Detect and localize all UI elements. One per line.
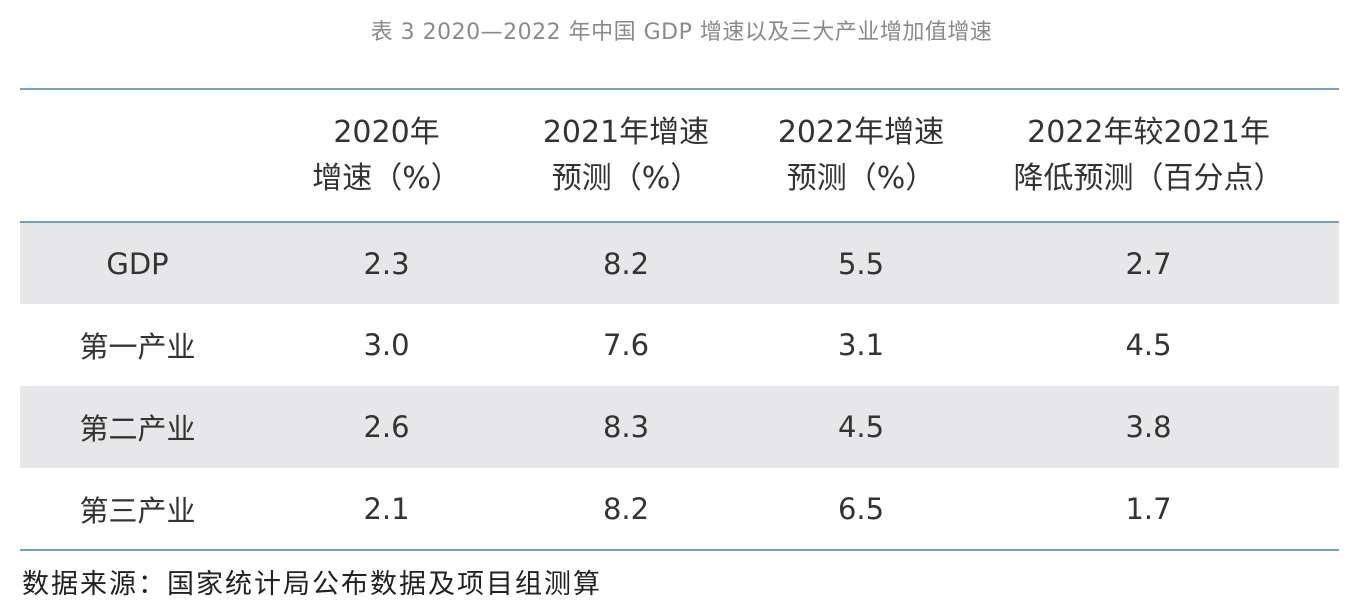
header-line: 2020年 (333, 114, 440, 150)
row-label: 第二产业 (79, 412, 196, 446)
table-body: GDP 2.3 8.2 5.5 2.7 第一产业 3.0 7.6 3.1 4.5… (20, 222, 1339, 550)
table-cell: 8.2 (602, 491, 650, 526)
header-line: 预测（%） (551, 160, 701, 196)
table-cell: 4.5 (837, 410, 885, 444)
table-row-tertiary-industry: 第三产业 2.1 8.2 6.5 1.7 (20, 468, 1339, 550)
header-line: 降低预测（百分点） (1013, 160, 1284, 196)
table-cell: 3.8 (1125, 410, 1172, 444)
header-row: 2020年 增速（%） 2021年增速 预测（%） 2022年增速 预测（%） … (20, 89, 1339, 222)
table-cell: 1.7 (1125, 491, 1172, 526)
table-caption: 表 3 2020—2022 年中国 GDP 增速以及三大产业增加值增速 (370, 20, 993, 45)
header-line: 2021年增速 (542, 114, 710, 150)
table-cell: 2.1 (363, 491, 410, 526)
table-header: 2020年 增速（%） 2021年增速 预测（%） 2022年增速 预测（%） … (20, 89, 1339, 222)
table-row-gdp: GDP 2.3 8.2 5.5 2.7 (20, 222, 1339, 304)
row-label: 第三产业 (79, 493, 196, 528)
table-row-secondary-industry: 第二产业 2.6 8.3 4.5 3.8 (20, 386, 1339, 468)
header-cell-2022-forecast: 2022年增速 预测（%） (724, 89, 958, 222)
gdp-growth-table: 2020年 增速（%） 2021年增速 预测（%） 2022年增速 预测（%） … (20, 88, 1339, 551)
row-label: 第一产业 (79, 330, 196, 364)
table-cell: 5.5 (837, 246, 885, 281)
header-cell-empty (20, 89, 255, 222)
table-cell: 3.0 (363, 328, 410, 362)
data-table-container: 2020年 增速（%） 2021年增速 预测（%） 2022年增速 预测（%） … (20, 88, 1339, 551)
table-cell: 6.5 (837, 491, 885, 526)
table-cell: 3.1 (837, 328, 885, 362)
data-source-note: 数据来源：国家统计局公布数据及项目组测算 (22, 569, 602, 600)
header-cell-2020-growth: 2020年 增速（%） (255, 89, 488, 222)
header-line: 预测（%） (786, 160, 936, 196)
table-cell: 8.2 (602, 246, 650, 281)
header-line: 2022年增速 (777, 114, 945, 150)
table-cell: 2.7 (1125, 246, 1172, 281)
table-cell: 8.3 (602, 410, 650, 444)
table-row-primary-industry: 第一产业 3.0 7.6 3.1 4.5 (20, 304, 1339, 386)
table-cell: 7.6 (602, 328, 650, 362)
table-cell: 2.3 (363, 246, 410, 281)
table-cell: 4.5 (1125, 328, 1172, 362)
header-cell-2021-forecast: 2021年增速 预测（%） (488, 89, 724, 222)
table-cell: 2.6 (363, 410, 410, 444)
header-line: 增速（%） (312, 160, 461, 196)
header-line: 2022年较2021年 (1027, 114, 1270, 150)
row-label: GDP (106, 246, 169, 281)
header-cell-decline: 2022年较2021年 降低预测（百分点） (958, 89, 1339, 222)
